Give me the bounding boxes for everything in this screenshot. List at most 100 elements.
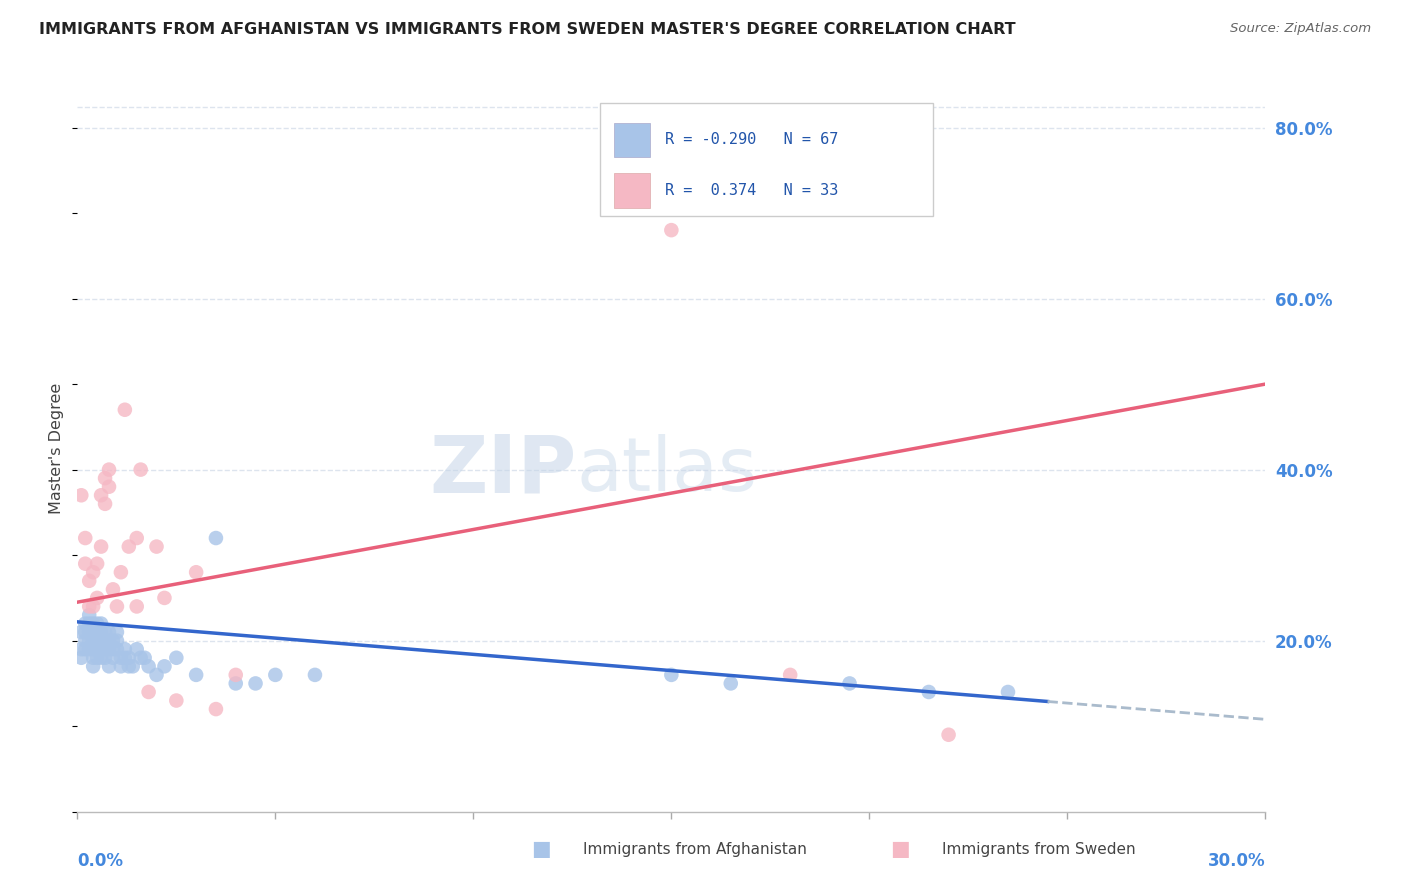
Point — [245, 676, 267, 690]
Point — [70, 642, 93, 657]
Bar — [614, 122, 650, 158]
Point — [661, 668, 683, 682]
Point — [82, 659, 104, 673]
Point — [94, 625, 117, 640]
Point — [90, 540, 112, 554]
Y-axis label: Master's Degree: Master's Degree — [49, 383, 65, 514]
Text: atlas: atlas — [576, 434, 758, 507]
Point — [75, 531, 97, 545]
Point — [153, 591, 176, 605]
Point — [225, 676, 247, 690]
Bar — [614, 173, 650, 209]
Point — [77, 616, 100, 631]
Point — [77, 633, 100, 648]
Point — [205, 702, 228, 716]
Point — [82, 625, 104, 640]
Point — [114, 650, 136, 665]
Point — [77, 607, 100, 622]
Point — [77, 599, 100, 614]
Point — [98, 642, 121, 657]
Point — [94, 642, 117, 657]
Point — [105, 633, 128, 648]
Point — [125, 642, 148, 657]
Point — [90, 633, 112, 648]
Point — [82, 566, 104, 580]
Point — [138, 659, 160, 673]
Point — [75, 633, 97, 648]
Point — [82, 616, 104, 631]
Point — [86, 625, 108, 640]
Point — [186, 566, 208, 580]
Point — [86, 650, 108, 665]
Point — [77, 642, 100, 657]
Text: Source: ZipAtlas.com: Source: ZipAtlas.com — [1230, 22, 1371, 36]
Point — [105, 625, 128, 640]
Point — [118, 540, 141, 554]
Text: 30.0%: 30.0% — [1208, 852, 1265, 870]
Point — [114, 642, 136, 657]
Point — [94, 471, 117, 485]
Point — [997, 685, 1019, 699]
Point — [94, 633, 117, 648]
Point — [86, 642, 108, 657]
Point — [121, 659, 143, 673]
Point — [82, 599, 104, 614]
Point — [86, 557, 108, 571]
Point — [110, 566, 132, 580]
Point — [225, 668, 247, 682]
Text: Immigrants from Afghanistan: Immigrants from Afghanistan — [583, 842, 807, 856]
Point — [779, 668, 801, 682]
Point — [145, 540, 167, 554]
Point — [94, 650, 117, 665]
Point — [70, 650, 93, 665]
Point — [938, 728, 960, 742]
Point — [114, 402, 136, 417]
Point — [98, 659, 121, 673]
Point — [125, 531, 148, 545]
Point — [205, 531, 228, 545]
Text: R = -0.290   N = 67: R = -0.290 N = 67 — [665, 132, 839, 147]
Point — [125, 599, 148, 614]
Point — [264, 668, 287, 682]
Point — [145, 668, 167, 682]
Point — [838, 676, 860, 690]
Point — [118, 650, 141, 665]
Point — [98, 480, 121, 494]
Point — [134, 650, 156, 665]
Point — [101, 650, 124, 665]
Point — [77, 625, 100, 640]
Point — [90, 625, 112, 640]
Point — [70, 625, 93, 640]
Point — [98, 633, 121, 648]
Text: ■: ■ — [531, 839, 551, 859]
Point — [105, 642, 128, 657]
FancyBboxPatch shape — [600, 103, 932, 216]
Point — [86, 633, 108, 648]
Text: R =  0.374   N = 33: R = 0.374 N = 33 — [665, 183, 839, 198]
Point — [82, 650, 104, 665]
Point — [153, 659, 176, 673]
Point — [101, 633, 124, 648]
Point — [129, 462, 152, 476]
Point — [75, 616, 97, 631]
Point — [186, 668, 208, 682]
Point — [105, 599, 128, 614]
Point — [77, 574, 100, 588]
Point — [918, 685, 941, 699]
Point — [90, 616, 112, 631]
Point — [720, 676, 742, 690]
Point — [75, 557, 97, 571]
Text: ZIP: ZIP — [429, 431, 576, 509]
Point — [165, 650, 187, 665]
Point — [75, 642, 97, 657]
Point — [165, 693, 187, 707]
Point — [129, 650, 152, 665]
Point — [75, 625, 97, 640]
Point — [82, 642, 104, 657]
Point — [110, 650, 132, 665]
Text: 0.0%: 0.0% — [77, 852, 124, 870]
Point — [661, 223, 683, 237]
Text: IMMIGRANTS FROM AFGHANISTAN VS IMMIGRANTS FROM SWEDEN MASTER'S DEGREE CORRELATIO: IMMIGRANTS FROM AFGHANISTAN VS IMMIGRANT… — [39, 22, 1017, 37]
Point — [101, 642, 124, 657]
Point — [70, 488, 93, 502]
